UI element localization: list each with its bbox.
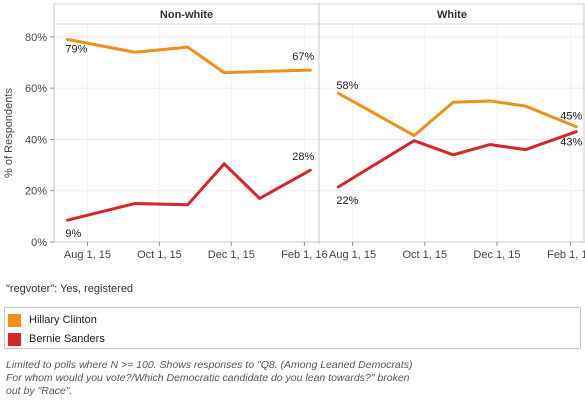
x-tick-label: Feb 1, 16 bbox=[547, 249, 585, 261]
legend-swatch-bernie bbox=[8, 332, 21, 346]
x-tick-label: Aug 1, 15 bbox=[64, 249, 111, 261]
data-label-start: 9% bbox=[65, 228, 81, 240]
series-line-hillary-clinton bbox=[65, 37, 312, 75]
panel-title: White bbox=[437, 9, 467, 21]
data-label-start: 79% bbox=[65, 43, 87, 55]
series-line-bernie-sanders bbox=[65, 162, 312, 222]
y-axis-title: % of Respondents bbox=[3, 88, 15, 178]
x-tick-label: Dec 1, 15 bbox=[208, 249, 255, 261]
data-label-end: 28% bbox=[292, 151, 314, 163]
x-tick-label: Aug 1, 15 bbox=[329, 249, 376, 261]
x-tick-label: Oct 1, 15 bbox=[137, 249, 182, 261]
filter-summary: "regvoter": Yes, registered bbox=[6, 283, 134, 295]
legend-label-hillary: Hillary Clinton bbox=[29, 314, 97, 326]
y-tick-label: 80% bbox=[25, 32, 47, 44]
y-tick-label: 20% bbox=[25, 186, 47, 198]
data-label-end: 43% bbox=[560, 137, 582, 149]
data-label-start: 22% bbox=[336, 195, 358, 207]
legend-label-bernie: Bernie Sanders bbox=[29, 333, 105, 345]
y-tick-label: 40% bbox=[25, 134, 47, 146]
data-label-end: 45% bbox=[560, 111, 582, 123]
x-tick-label: Feb 1, 16 bbox=[281, 249, 327, 261]
legend-swatch-hillary bbox=[8, 313, 21, 327]
y-tick-label: 60% bbox=[25, 83, 47, 95]
legend-item-bernie[interactable]: Bernie Sanders bbox=[8, 331, 105, 347]
legend: Hillary Clinton Bernie Sanders bbox=[4, 307, 581, 349]
x-tick-label: Dec 1, 15 bbox=[473, 249, 520, 261]
data-label-start: 58% bbox=[336, 80, 358, 92]
chart-caption: Limited to polls where N >= 100. Shows r… bbox=[6, 359, 413, 397]
panel-title: Non-white bbox=[160, 9, 213, 21]
series-line-bernie-sanders bbox=[336, 130, 578, 189]
legend-item-hillary[interactable]: Hillary Clinton bbox=[8, 312, 97, 328]
line-chart: Non-white White 0% 20% 40% 60% 80% % of Respond… bbox=[3, 3, 585, 261]
y-tick-label: 0% bbox=[31, 237, 47, 249]
data-label-end: 67% bbox=[292, 51, 314, 63]
series-line-hillary-clinton bbox=[336, 91, 578, 138]
x-tick-label: Oct 1, 15 bbox=[402, 249, 447, 261]
